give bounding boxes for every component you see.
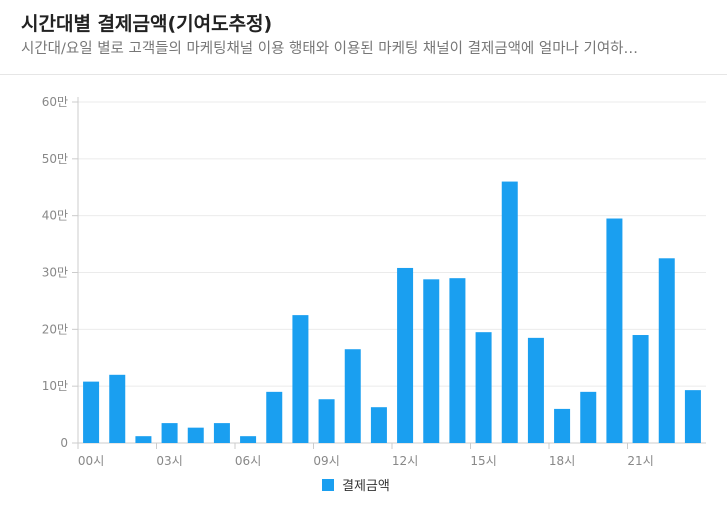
y-tick-label: 40만 [42, 209, 68, 223]
bar-14시 [449, 278, 466, 443]
y-tick-label: 60만 [42, 95, 68, 109]
bar-07시 [266, 391, 283, 443]
bar-chart: 0 10만 20만 30만 40만 50만 60만 00시 03시 06시 09시 12시 15시 18시… [42, 95, 706, 494]
bar-00시 [83, 381, 100, 443]
bar-09시 [318, 399, 335, 443]
bar-18시 [554, 408, 571, 443]
x-tick-label: 21시 [627, 454, 653, 468]
legend-label: 결제금액 [342, 479, 390, 494]
y-tick-label: 0 [60, 436, 68, 450]
bar-15시 [475, 332, 492, 443]
y-tick-label: 30만 [42, 266, 68, 280]
legend-swatch [322, 479, 334, 491]
y-tick-label: 50만 [42, 152, 68, 166]
x-tick-label: 09시 [313, 454, 339, 468]
y-tick-label: 10만 [42, 379, 68, 393]
bar-02시 [135, 436, 152, 443]
bar-10시 [344, 349, 361, 443]
bar-08시 [292, 315, 309, 443]
x-tick-label: 12시 [392, 454, 418, 468]
bar-13시 [423, 279, 440, 443]
card-header: 시간대별 결제금액(기여도추정) 시간대/요일 별로 고객들의 마케팅채널 이용… [0, 0, 727, 75]
bar-21시 [632, 335, 649, 443]
bar-03시 [161, 423, 178, 443]
bar-12시 [397, 267, 414, 443]
x-tick-label: 03시 [156, 454, 182, 468]
bar-19시 [580, 391, 597, 443]
bar-22시 [658, 258, 675, 443]
bar-05시 [213, 423, 230, 443]
x-tick-label: 15시 [470, 454, 496, 468]
bar-01시 [109, 374, 126, 443]
x-tick-label: 18시 [549, 454, 575, 468]
bar-06시 [240, 436, 257, 443]
x-tick-label: 06시 [235, 454, 261, 468]
chart-subtitle: 시간대/요일 별로 고객들의 마케팅채널 이용 행태와 이용된 마케팅 채널이 … [21, 41, 639, 57]
bar-16시 [501, 181, 518, 444]
bar-11시 [370, 407, 387, 443]
bar-17시 [527, 337, 544, 443]
bar-20시 [606, 218, 623, 443]
bar-23시 [684, 390, 701, 443]
chart-title: 시간대별 결제금액(기여도추정) [21, 13, 273, 35]
bar-04시 [187, 427, 204, 443]
y-tick-label: 20만 [42, 322, 68, 336]
x-tick-label: 00시 [78, 454, 104, 468]
